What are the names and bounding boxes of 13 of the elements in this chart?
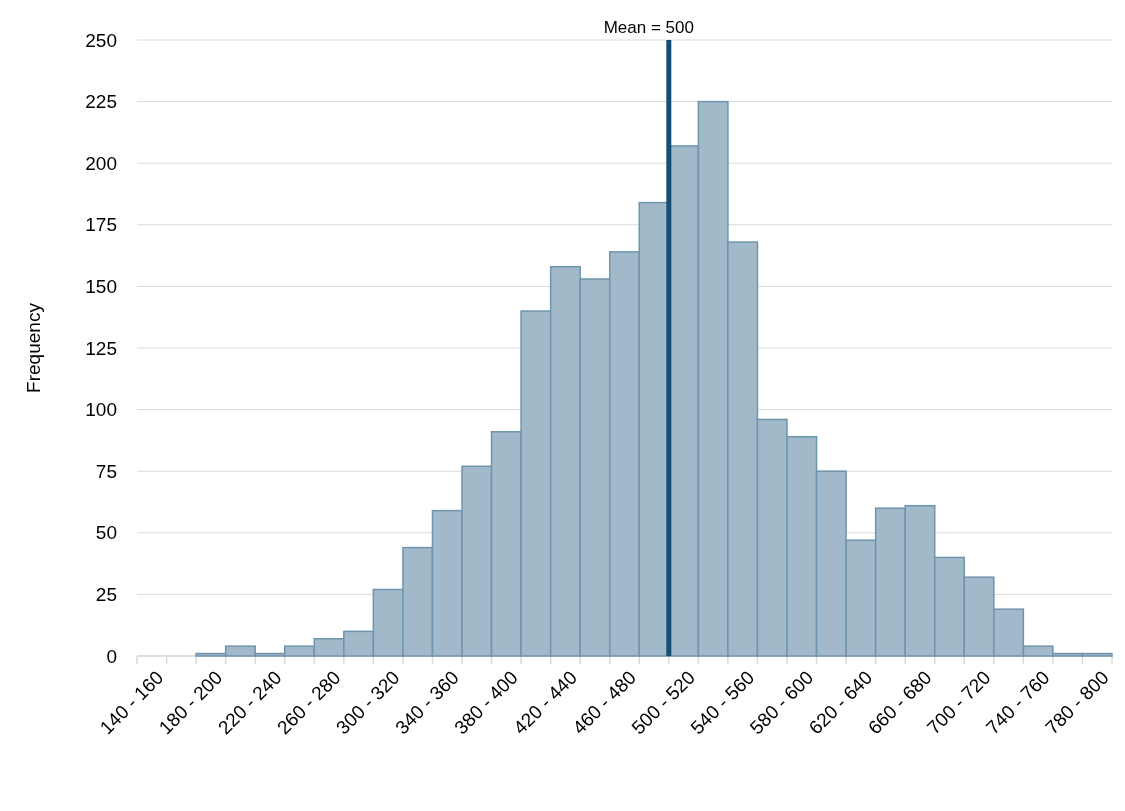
y-tick-label: 125 (85, 337, 117, 359)
y-tick-label: 150 (85, 276, 117, 298)
y-tick-label: 250 (85, 29, 117, 51)
y-tick-label: 25 (95, 584, 117, 606)
y-tick-label: 175 (85, 214, 117, 236)
y-tick-label: 75 (95, 460, 117, 482)
y-tick-label: 100 (85, 399, 117, 421)
y-tick-label: 50 (95, 522, 117, 544)
ref-line-label: Mean = 500 (603, 18, 694, 37)
y-tick-label: 200 (85, 152, 117, 174)
y-tick-label: 0 (106, 645, 117, 667)
y-axis-title: Frequency (23, 302, 44, 393)
y-tick-label: 225 (85, 91, 117, 113)
